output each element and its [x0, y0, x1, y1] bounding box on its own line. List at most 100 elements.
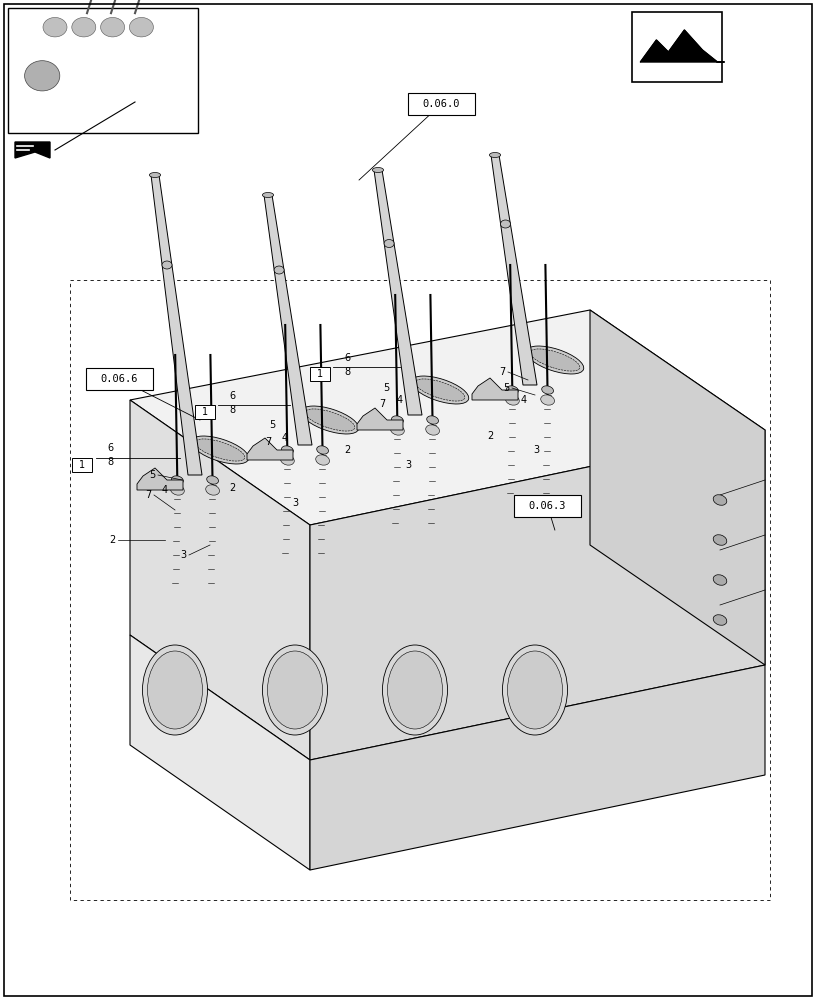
Bar	[86, 368, 153, 390]
Text: 6: 6	[229, 391, 235, 401]
Text: 2: 2	[344, 445, 350, 455]
Ellipse shape	[392, 416, 403, 424]
Text: 6: 6	[107, 443, 113, 453]
Polygon shape	[590, 310, 765, 665]
Bar	[310, 367, 330, 381]
Ellipse shape	[317, 446, 329, 454]
Ellipse shape	[281, 455, 295, 465]
Polygon shape	[357, 408, 403, 430]
Ellipse shape	[713, 615, 727, 625]
Ellipse shape	[171, 485, 184, 495]
Text: 4: 4	[397, 395, 403, 405]
Ellipse shape	[191, 436, 249, 464]
Ellipse shape	[195, 439, 245, 461]
Polygon shape	[641, 30, 725, 62]
Polygon shape	[310, 665, 765, 870]
Text: 7: 7	[379, 399, 385, 409]
Ellipse shape	[507, 386, 518, 394]
Ellipse shape	[206, 476, 219, 484]
Text: 3: 3	[180, 550, 186, 560]
Polygon shape	[310, 430, 765, 760]
Text: 2: 2	[487, 431, 493, 441]
Text: 1: 1	[317, 369, 323, 379]
Text: 5: 5	[383, 383, 389, 393]
Ellipse shape	[148, 651, 202, 729]
Text: 0.06.3: 0.06.3	[529, 501, 566, 511]
Polygon shape	[151, 175, 202, 475]
Polygon shape	[264, 195, 312, 445]
Ellipse shape	[72, 17, 95, 37]
Polygon shape	[26, 13, 180, 108]
Text: 8: 8	[229, 405, 235, 415]
Text: 8: 8	[107, 457, 113, 467]
Text: 1: 1	[79, 460, 85, 470]
Text: 7: 7	[265, 437, 271, 447]
Text: 4: 4	[521, 395, 527, 405]
Bar	[72, 458, 92, 472]
Polygon shape	[491, 155, 537, 385]
Ellipse shape	[305, 409, 355, 431]
Ellipse shape	[43, 17, 67, 37]
Ellipse shape	[506, 395, 519, 405]
Ellipse shape	[162, 261, 172, 269]
Ellipse shape	[427, 416, 438, 424]
Ellipse shape	[282, 446, 293, 454]
Ellipse shape	[206, 485, 220, 495]
Bar	[514, 495, 581, 517]
Ellipse shape	[391, 425, 404, 435]
Ellipse shape	[149, 172, 161, 178]
Ellipse shape	[388, 651, 442, 729]
Text: 7: 7	[145, 490, 151, 500]
Ellipse shape	[503, 645, 567, 735]
Ellipse shape	[143, 645, 207, 735]
Ellipse shape	[130, 17, 153, 37]
Text: 0.06.6: 0.06.6	[100, 374, 138, 384]
Polygon shape	[130, 310, 765, 525]
Ellipse shape	[713, 495, 727, 505]
Polygon shape	[137, 468, 183, 490]
Text: 5: 5	[503, 383, 509, 393]
Text: 2: 2	[228, 483, 235, 493]
Ellipse shape	[713, 575, 727, 585]
Text: 2: 2	[109, 535, 115, 545]
Bar	[8, 8, 198, 133]
Text: 8: 8	[344, 367, 350, 377]
Text: 3: 3	[533, 445, 539, 455]
Text: 4: 4	[162, 485, 168, 495]
Ellipse shape	[24, 61, 60, 91]
Ellipse shape	[263, 192, 273, 198]
Text: 6: 6	[344, 353, 350, 363]
Ellipse shape	[316, 455, 330, 465]
Text: 4: 4	[282, 433, 288, 443]
Polygon shape	[130, 400, 310, 760]
Ellipse shape	[268, 651, 322, 729]
Ellipse shape	[490, 152, 500, 157]
Polygon shape	[130, 635, 310, 870]
Text: 3: 3	[292, 498, 298, 508]
Ellipse shape	[171, 476, 184, 484]
Ellipse shape	[541, 395, 555, 405]
Text: 0.06.0: 0.06.0	[423, 99, 460, 109]
Ellipse shape	[372, 167, 384, 172]
Text: 5: 5	[149, 470, 155, 480]
Ellipse shape	[713, 535, 727, 545]
Polygon shape	[472, 378, 518, 400]
Ellipse shape	[100, 17, 125, 37]
Ellipse shape	[542, 386, 553, 394]
Ellipse shape	[301, 406, 359, 434]
Ellipse shape	[426, 425, 440, 435]
Polygon shape	[247, 438, 293, 460]
Ellipse shape	[415, 379, 465, 401]
Bar	[408, 93, 475, 115]
Ellipse shape	[384, 239, 394, 247]
Ellipse shape	[274, 266, 284, 274]
Text: 5: 5	[269, 420, 275, 430]
Ellipse shape	[530, 349, 580, 371]
Ellipse shape	[500, 220, 511, 228]
Ellipse shape	[508, 651, 562, 729]
Ellipse shape	[526, 346, 583, 374]
Ellipse shape	[383, 645, 447, 735]
Bar	[632, 12, 722, 82]
Text: 1: 1	[202, 407, 208, 417]
Polygon shape	[15, 142, 50, 158]
